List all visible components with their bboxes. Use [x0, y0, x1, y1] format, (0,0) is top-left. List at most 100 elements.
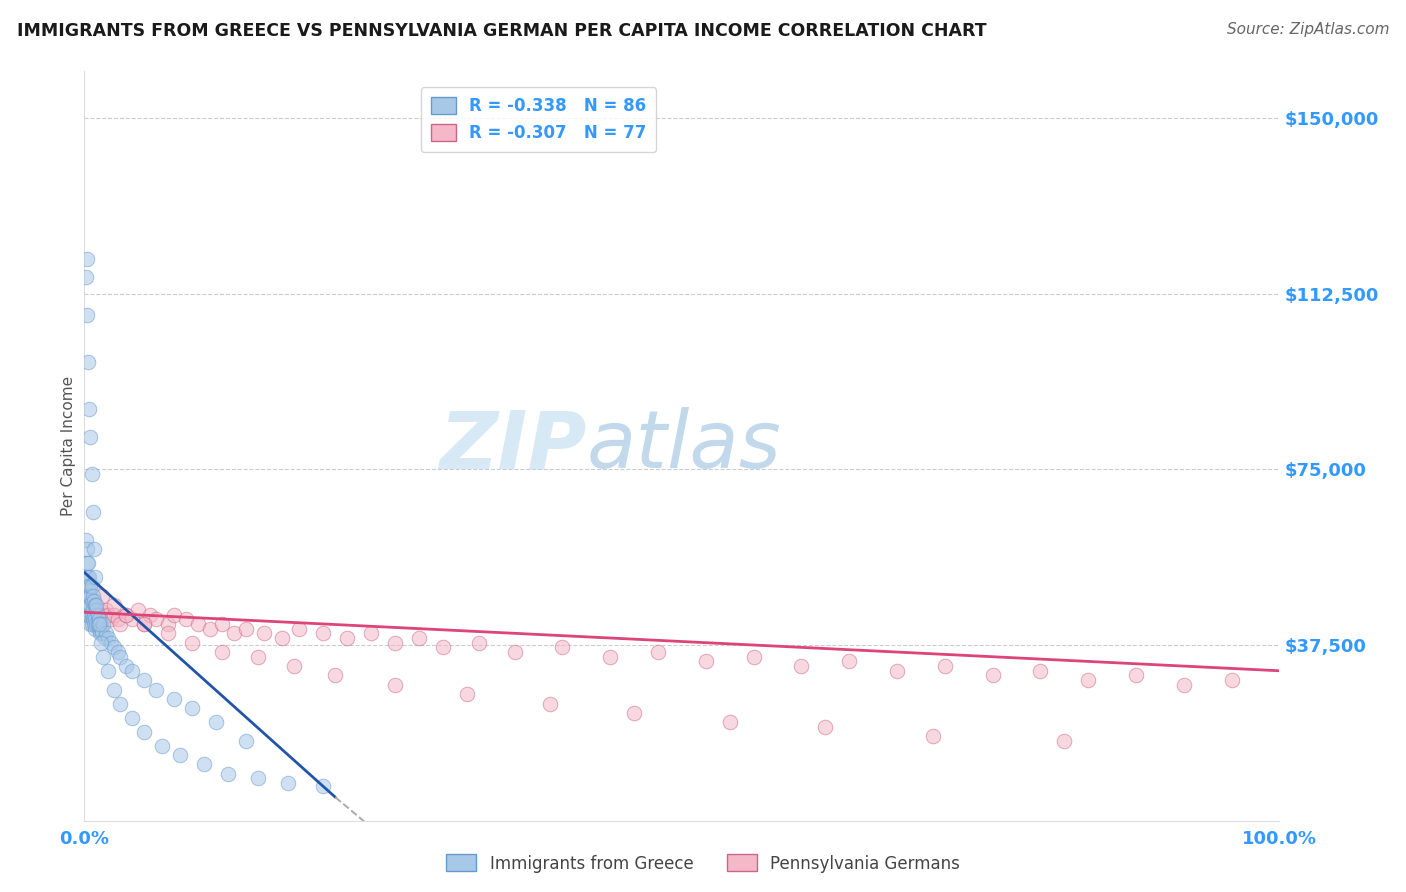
Point	[76, 580, 98, 594]
Text: atlas: atlas	[586, 407, 782, 485]
Point	[77, 570, 100, 584]
Point	[89, 603, 111, 617]
Point	[432, 640, 454, 655]
Point	[121, 664, 143, 678]
Point	[270, 631, 292, 645]
Point	[384, 635, 406, 649]
Point	[838, 655, 860, 669]
Point	[742, 649, 765, 664]
Point	[77, 589, 100, 603]
Point	[79, 617, 101, 632]
Point	[76, 252, 98, 266]
Point	[97, 664, 120, 678]
Point	[551, 640, 574, 655]
Point	[886, 664, 908, 678]
Legend: R = -0.338   N = 86, R = -0.307   N = 77: R = -0.338 N = 86, R = -0.307 N = 77	[420, 87, 657, 152]
Point	[86, 599, 108, 613]
Point	[83, 607, 105, 622]
Text: Source: ZipAtlas.com: Source: ZipAtlas.com	[1226, 22, 1389, 37]
Point	[80, 617, 103, 632]
Point	[217, 767, 239, 781]
Point	[132, 617, 156, 632]
Point	[82, 612, 104, 626]
Point	[103, 607, 125, 622]
Point	[1029, 664, 1052, 678]
Point	[91, 607, 114, 622]
Point	[84, 612, 107, 626]
Point	[79, 430, 101, 444]
Point	[718, 715, 741, 730]
Point	[145, 612, 167, 626]
Point	[84, 570, 107, 584]
Point	[181, 701, 204, 715]
Point	[115, 607, 138, 622]
Point	[93, 612, 115, 626]
Point	[83, 542, 105, 557]
Point	[814, 720, 837, 734]
Point	[157, 617, 180, 632]
Point	[360, 626, 382, 640]
Point	[163, 607, 186, 622]
Point	[1173, 678, 1195, 692]
Point	[540, 697, 562, 711]
Point	[246, 772, 269, 786]
Point	[77, 599, 100, 613]
Point	[110, 649, 132, 664]
Point	[89, 617, 111, 632]
Point	[79, 589, 101, 603]
Point	[163, 692, 186, 706]
Point	[77, 580, 100, 594]
Point	[76, 607, 98, 622]
Point	[107, 612, 129, 626]
Point	[82, 589, 104, 603]
Point	[132, 617, 156, 632]
Point	[90, 635, 112, 649]
Point	[174, 612, 197, 626]
Point	[77, 607, 100, 622]
Point	[187, 617, 209, 632]
Point	[205, 715, 228, 730]
Point	[934, 659, 956, 673]
Point	[198, 622, 221, 636]
Point	[94, 626, 117, 640]
Point	[77, 589, 100, 603]
Point	[86, 617, 108, 632]
Point	[90, 622, 112, 636]
Point	[91, 589, 114, 603]
Point	[211, 617, 233, 632]
Point	[77, 355, 100, 369]
Point	[103, 599, 125, 613]
Point	[80, 607, 103, 622]
Point	[76, 308, 98, 322]
Point	[283, 659, 305, 673]
Point	[75, 533, 97, 547]
Point	[115, 607, 138, 622]
Point	[150, 739, 173, 753]
Point	[93, 631, 115, 645]
Point	[695, 655, 717, 669]
Point	[75, 570, 97, 584]
Point	[235, 622, 257, 636]
Point	[981, 668, 1004, 682]
Point	[253, 626, 276, 640]
Point	[75, 589, 97, 603]
Point	[121, 612, 143, 626]
Point	[84, 599, 107, 613]
Point	[107, 645, 129, 659]
Point	[647, 645, 669, 659]
Point	[82, 603, 104, 617]
Point	[86, 603, 108, 617]
Point	[169, 747, 191, 762]
Point	[288, 622, 311, 636]
Y-axis label: Per Capita Income: Per Capita Income	[60, 376, 76, 516]
Point	[77, 556, 100, 570]
Point	[87, 617, 110, 632]
Point	[89, 626, 111, 640]
Point	[1053, 734, 1076, 748]
Point	[82, 607, 104, 622]
Point	[623, 706, 645, 720]
Point	[86, 617, 108, 632]
Text: ZIP: ZIP	[439, 407, 586, 485]
Point	[115, 659, 138, 673]
Point	[1220, 673, 1243, 688]
